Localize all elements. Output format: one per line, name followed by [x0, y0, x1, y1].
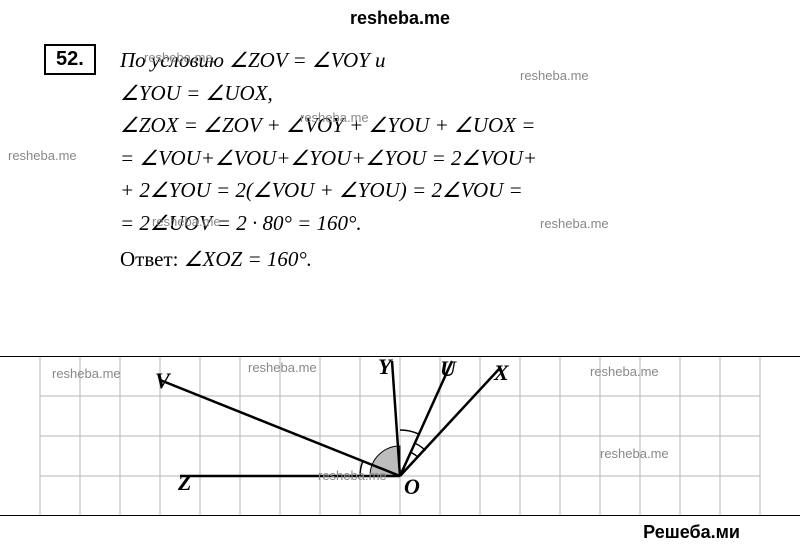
svg-text:Z: Z [177, 470, 191, 495]
watermark: resheba.me [520, 68, 589, 83]
watermark: resheba.me [318, 468, 387, 483]
line-2: ∠YOU = ∠UOX, [120, 77, 770, 110]
solution-text: По условию ∠ZOV = ∠VOY и ∠YOU = ∠UOX, ∠Z… [120, 44, 770, 276]
watermark: resheba.me [52, 366, 121, 381]
watermark: resheba.me [8, 148, 77, 163]
watermark: resheba.me [144, 50, 213, 65]
answer: Ответ: ∠XOZ = 160°. [120, 243, 770, 276]
page-header: resheba.me [0, 0, 800, 29]
svg-text:U: U [440, 356, 457, 381]
answer-value: ∠XOZ = 160°. [184, 247, 312, 271]
watermark: resheba.me [300, 110, 369, 125]
svg-text:V: V [155, 368, 172, 393]
line-4: = ∠VOU+∠VOU+∠YOU+∠YOU = 2∠VOU+ [120, 142, 770, 175]
footer: Решеба.ми [643, 522, 740, 543]
line-5: + 2∠YOU = 2(∠VOU + ∠YOU) = 2∠VOU = [120, 174, 770, 207]
watermark: resheba.me [540, 216, 609, 231]
watermark: resheba.me [152, 214, 221, 229]
watermark: resheba.me [590, 364, 659, 379]
problem-number: 52. [44, 44, 96, 75]
line-1: По условию ∠ZOV = ∠VOY и [120, 44, 770, 77]
line-3: ∠ZOX = ∠ZOV + ∠VOY + ∠YOU + ∠UOX = [120, 109, 770, 142]
answer-label: Ответ: [120, 247, 184, 271]
svg-text:X: X [493, 360, 510, 385]
watermark: resheba.me [248, 360, 317, 375]
svg-text:O: O [404, 474, 420, 499]
watermark: resheba.me [600, 446, 669, 461]
